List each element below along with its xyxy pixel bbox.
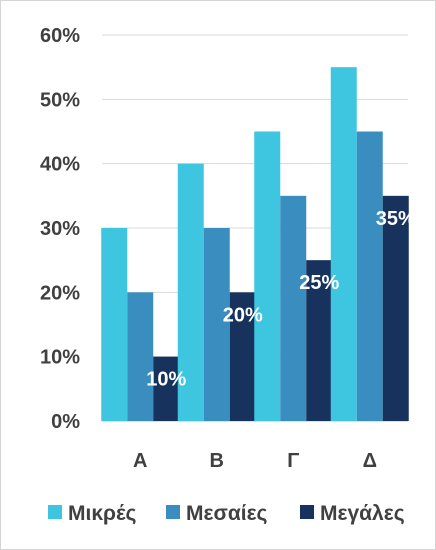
y-tick-label: 60% — [40, 25, 80, 47]
data-label: 25% — [299, 272, 339, 294]
y-tick-label: 0% — [51, 411, 80, 433]
data-labels: 10% 20% 25% 35% — [146, 208, 416, 391]
bar-Μεγάλες — [382, 195, 409, 421]
bar-Μεσαίες — [127, 292, 154, 421]
bar-Μικρές — [101, 228, 128, 421]
y-tick-label: 30% — [40, 218, 80, 240]
bar-Μεσαίες — [280, 195, 307, 421]
category-label: Β — [210, 450, 224, 472]
x-axis-categories: Α Β Γ Δ — [133, 450, 377, 472]
bar-Μεγάλες — [306, 260, 333, 421]
bar-Μεγάλες — [153, 356, 180, 421]
bars — [101, 67, 409, 422]
y-tick-label: 50% — [40, 89, 80, 111]
y-tick-label: 40% — [40, 154, 80, 176]
data-label: 20% — [223, 304, 263, 326]
bar-Μικρές — [330, 67, 357, 422]
legend-label: Μεγάλες — [320, 502, 405, 525]
legend-swatch-Μεσαίες — [166, 505, 180, 519]
bar-Μεσαίες — [356, 131, 383, 421]
y-tick-label: 20% — [40, 282, 80, 304]
bar-Μεσαίες — [203, 228, 230, 421]
category-label: Γ — [287, 450, 299, 472]
legend: Μικρές Μεσαίες Μεγάλες — [48, 502, 405, 525]
data-label: 10% — [146, 369, 186, 391]
bar-Μικρές — [177, 163, 204, 421]
category-label: Δ — [363, 450, 377, 472]
bar-Μεγάλες — [229, 292, 256, 421]
bar-Μικρές — [254, 131, 281, 421]
legend-label: Μεσαίες — [186, 502, 268, 525]
legend-label: Μικρές — [68, 502, 137, 525]
y-tick-label: 10% — [40, 347, 80, 369]
category-label: Α — [133, 450, 147, 472]
legend-swatch-Μικρές — [48, 505, 62, 519]
legend-swatch-Μεγάλες — [300, 505, 314, 519]
y-axis-ticks: 0% 10% 20% 30% 40% 50% 60% — [40, 25, 80, 433]
data-label: 35% — [376, 208, 416, 230]
